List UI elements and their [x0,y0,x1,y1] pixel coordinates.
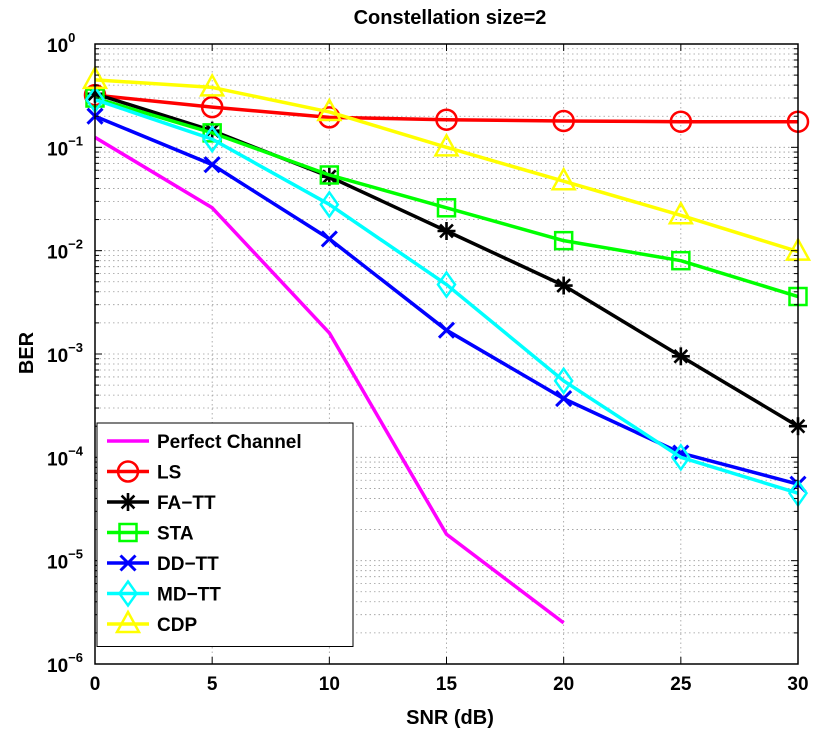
x-tick-label: 30 [787,674,808,695]
legend-label: CDP [157,615,197,636]
legend-marker [119,493,137,511]
legend: Perfect Channel LS FA−TT STA DD−TT MD−TT CDP [97,423,353,647]
data-point-fa-tt [555,277,573,295]
x-tick-label: 5 [207,674,218,695]
legend-label: FA−TT [157,493,216,514]
x-axis-title: SNR (dB) [406,707,494,729]
legend-label: LS [157,463,181,484]
legend-item-md-tt: MD−TT [107,582,221,606]
legend-label: Perfect Channel [157,432,302,453]
data-point-fa-tt [672,347,690,365]
x-tick-label: 10 [319,674,340,695]
legend-label: STA [157,524,194,545]
legend-label: DD−TT [157,554,219,575]
legend-label: MD−TT [157,585,221,606]
x-tick-label: 0 [90,674,101,695]
chart-title: Constellation size=2 [354,7,547,29]
x-tick-label: 20 [553,674,574,695]
x-tick-label: 15 [436,674,458,695]
x-tick-label: 25 [670,674,692,695]
y-axis-title: BER [16,331,38,374]
data-point-fa-tt [438,222,456,240]
